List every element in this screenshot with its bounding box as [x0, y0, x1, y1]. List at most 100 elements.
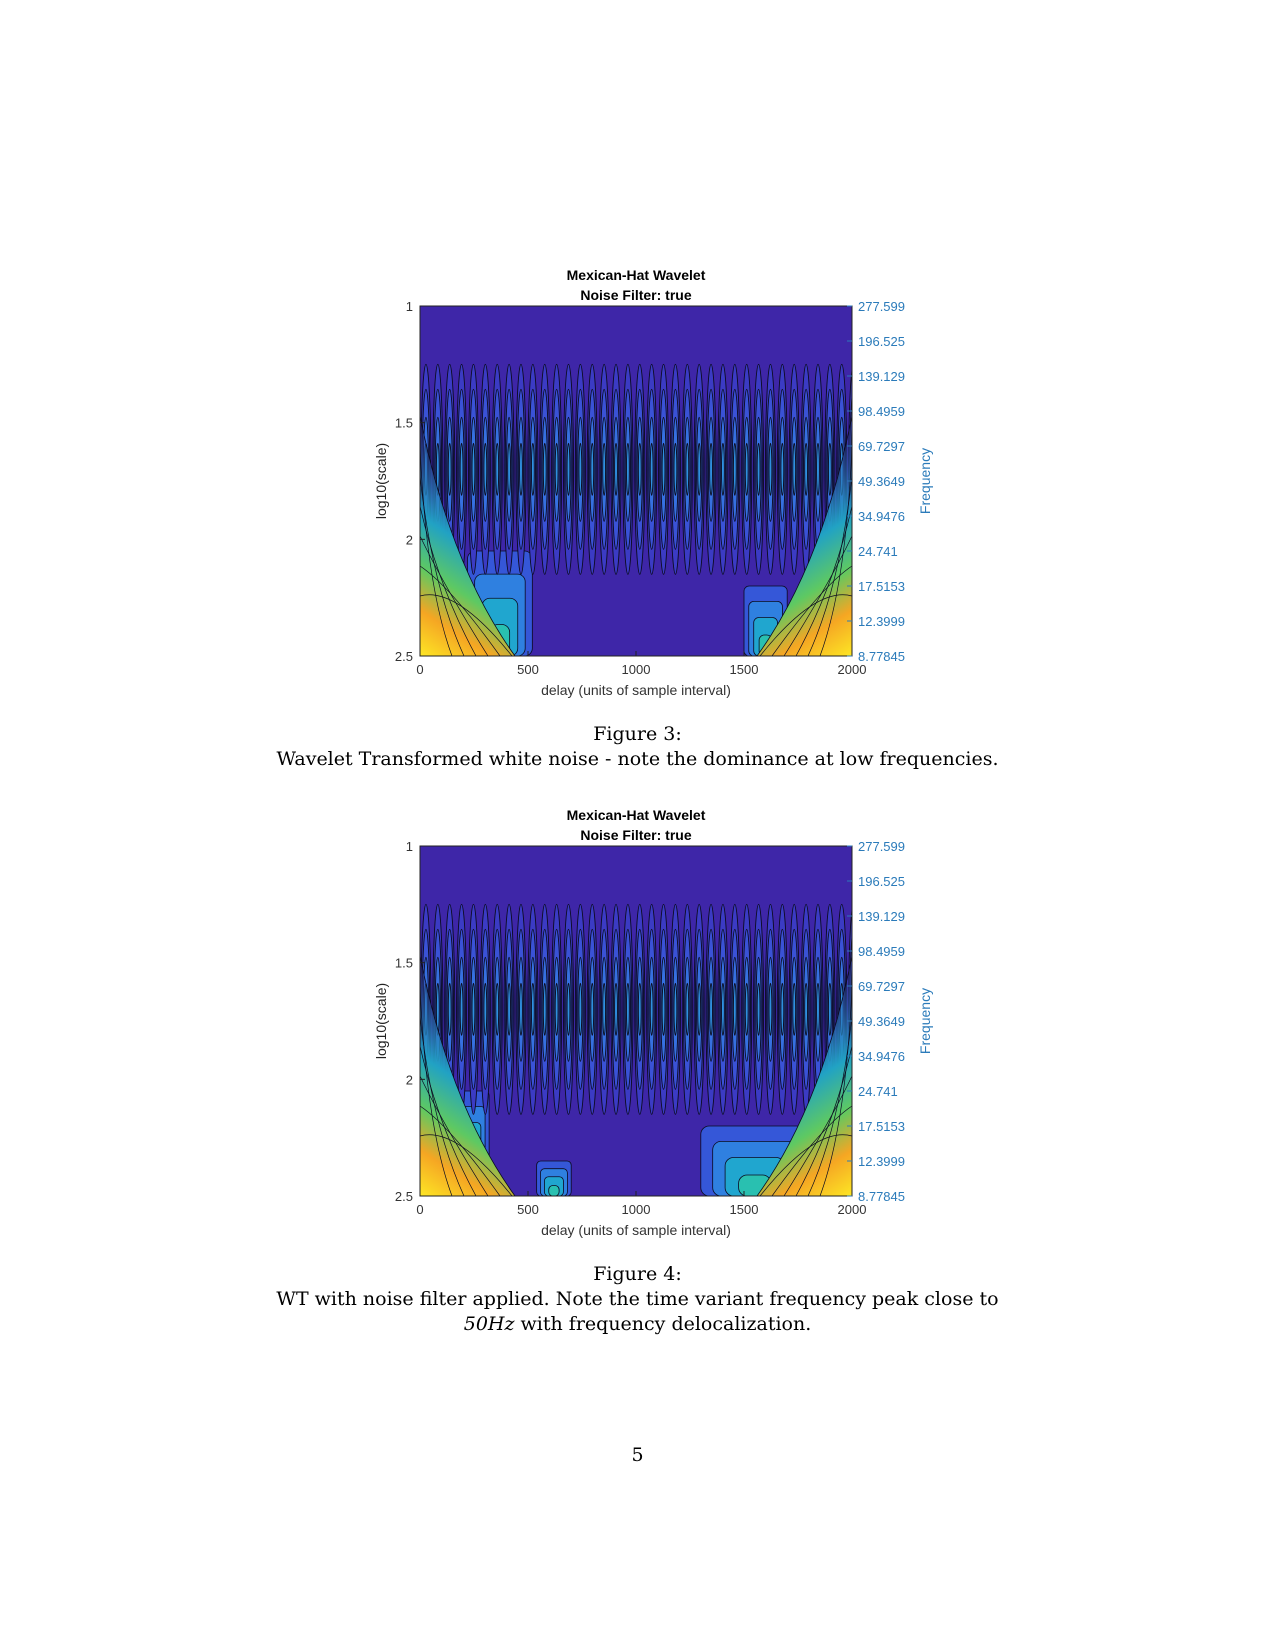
band-contour [637, 442, 642, 496]
band-contour [709, 442, 713, 496]
y-tick-label: 2 [406, 532, 413, 547]
band-contour [637, 982, 642, 1036]
band-contour [780, 442, 785, 496]
band-contour [816, 442, 820, 496]
band-contour [447, 442, 452, 496]
band-contour [827, 442, 832, 496]
frequency-tick-label: 24.741 [858, 544, 898, 559]
x-axis-ticks: 0 500 1000 1500 2000 [416, 1191, 866, 1217]
y-tick-label: 2 [406, 1072, 413, 1087]
edge-contour-line [420, 565, 501, 656]
band-contour [732, 442, 737, 496]
band-contour [816, 982, 820, 1036]
edge-contour-line [420, 475, 465, 656]
band-contour [471, 982, 476, 1036]
band-contour [851, 454, 852, 485]
edge-energy-right [756, 955, 852, 1196]
band-contour [495, 442, 500, 496]
x-tick-label: 500 [517, 1202, 539, 1217]
band-contour [861, 904, 871, 1114]
band-contour [530, 442, 535, 496]
edge-contour-line [420, 985, 453, 1196]
band-contour [530, 982, 535, 1036]
band-contour [590, 442, 595, 496]
edge-contour-line [759, 594, 852, 656]
y-axis-label: log10(scale) [373, 443, 389, 519]
x-axis-label: delay (units of sample interval) [541, 682, 731, 698]
chart-subtitle: Noise Filter: true [580, 287, 691, 303]
x-axis-ticks: 0 500 1000 1500 2000 [416, 651, 866, 677]
frequency-tick-label: 24.741 [858, 1084, 898, 1099]
edge-energy-left [420, 415, 516, 656]
x-tick-label: 0 [416, 662, 423, 677]
band-contour [507, 982, 511, 1036]
figure-4-caption: Figure 4: WT with noise filter applied. … [0, 1262, 1275, 1337]
frequency-tick-label: 277.599 [858, 299, 905, 314]
band-contour [673, 982, 678, 1036]
figure-3-caption: Figure 3: Wavelet Transformed white nois… [0, 722, 1275, 772]
band-contour [721, 982, 725, 1036]
edge-contour-line [420, 1045, 477, 1196]
frequency-tick-label: 49.3649 [858, 474, 905, 489]
chart-title: Mexican-Hat Wavelet [567, 267, 706, 283]
band-contour [566, 442, 571, 496]
oscillation-band [420, 903, 871, 1115]
frequency-tick-label: 98.4959 [858, 404, 905, 419]
band-contour [768, 442, 773, 496]
figure-3-label: Figure 3: [593, 723, 682, 745]
band-contour [804, 442, 808, 496]
edge-contour-line [420, 594, 513, 656]
edge-contour-line [771, 565, 852, 656]
band-contour [721, 442, 725, 496]
y-axis-ticks: 1 1.5 2 2.5 [395, 839, 425, 1204]
edge-contour-line [783, 535, 852, 656]
frequency-tick-label: 49.3649 [858, 1014, 905, 1029]
x-tick-label: 1000 [622, 1202, 651, 1217]
edge-contour-line [420, 445, 453, 656]
band-contour [744, 982, 749, 1036]
frequency-tick-label: 17.5153 [858, 579, 905, 594]
frequency-tick-label: 8.77845 [858, 649, 905, 664]
band-contour [685, 982, 690, 1036]
band-contour [447, 982, 452, 1036]
band-contour [626, 442, 630, 496]
frequency-tick-label: 69.7297 [858, 439, 905, 454]
edge-contour-line [420, 1015, 465, 1196]
band-contour [495, 982, 500, 1036]
band-contour [590, 982, 595, 1036]
frequency-tick-label: 34.9476 [858, 1049, 905, 1064]
band-contour [709, 982, 713, 1036]
figure-3-chart: Mexican-Hat Wavelet Noise Filter: true 0… [373, 267, 933, 698]
band-contour [471, 442, 476, 496]
figure-4-caption-line-1: WT with noise filter applied. Note the t… [276, 1288, 999, 1310]
contour-region [548, 1185, 560, 1196]
frequency-tick-label: 17.5153 [858, 1119, 905, 1134]
y-tick-label: 1 [406, 299, 413, 314]
band-contour [661, 982, 666, 1036]
band-contour [602, 442, 607, 496]
band-contour [602, 982, 607, 1036]
band-contour [542, 982, 547, 1036]
edge-energy [420, 415, 852, 656]
band-contour [756, 442, 761, 496]
y-tick-label: 1.5 [395, 416, 413, 431]
band-contour [554, 982, 559, 1036]
y-tick-label: 1 [406, 839, 413, 854]
frequency-tick-label: 98.4959 [858, 944, 905, 959]
band-contour [851, 994, 852, 1025]
frequency-tick-label: 139.129 [858, 909, 905, 924]
band-contour [614, 442, 618, 496]
frequency-axis-label: Frequency [917, 988, 933, 1054]
band-contour [542, 442, 547, 496]
band-contour [566, 982, 571, 1036]
edge-contour-line [771, 1105, 852, 1196]
edge-contour-line [759, 1134, 852, 1196]
edge-contour-line [819, 445, 852, 656]
band-contour [649, 442, 654, 496]
edge-contour-line [420, 505, 477, 656]
edge-contour-line [807, 1015, 852, 1196]
edge-contour-line [420, 1075, 489, 1196]
edge-contour-line [420, 535, 489, 656]
band-contour [768, 982, 773, 1036]
band-contour [519, 442, 523, 496]
